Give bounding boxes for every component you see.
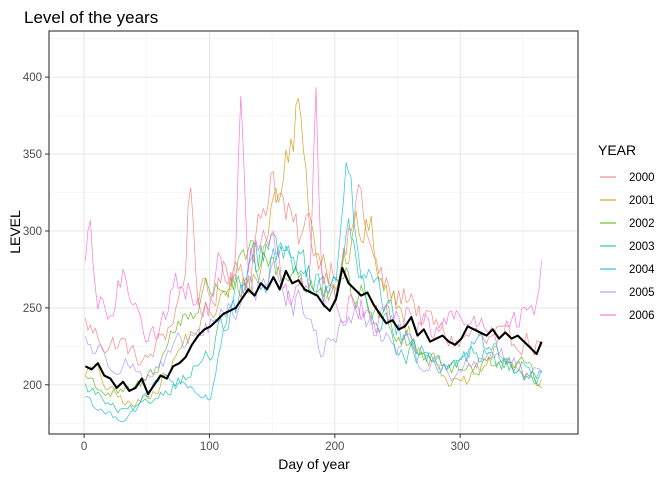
legend-label-2003: 2003: [629, 241, 655, 253]
legend: YEAR 2000 2001 2002 2003 2004 2005 2006: [598, 142, 655, 322]
plot-panel-border: [48, 30, 579, 435]
y-tick-label: 250: [23, 303, 42, 315]
legend-label-2005: 2005: [629, 287, 655, 299]
x-axis-title: Day of year: [278, 456, 350, 472]
axis-ticks: 0 100 200 300 200 250 300 350 400: [23, 72, 470, 453]
legend-title: YEAR: [598, 142, 636, 158]
series-line-2005: [85, 261, 542, 382]
legend-label-2000: 2000: [629, 172, 655, 184]
y-axis-title: LEVEL: [7, 210, 23, 254]
chart-title: Level of the years: [24, 8, 158, 27]
x-tick-label: 200: [325, 441, 344, 453]
legend-label-2001: 2001: [629, 195, 655, 207]
mean-line: [84, 266, 543, 396]
y-tick-label: 200: [23, 380, 42, 392]
y-tick-label: 400: [23, 72, 42, 84]
series-line-2000: [85, 170, 542, 366]
legend-label-2004: 2004: [629, 264, 655, 276]
y-tick-label: 350: [23, 149, 42, 161]
series-line-2003: [85, 218, 542, 414]
y-tick-label: 300: [23, 226, 42, 238]
series-line-2006: [85, 87, 542, 345]
x-tick-label: 0: [81, 441, 87, 453]
legend-label-2006: 2006: [629, 310, 655, 322]
x-tick-label: 300: [451, 441, 470, 453]
x-tick-label: 100: [200, 441, 219, 453]
legend-label-2002: 2002: [629, 218, 655, 230]
series-line-2001: [85, 97, 542, 407]
mean-line-group: [84, 266, 543, 396]
